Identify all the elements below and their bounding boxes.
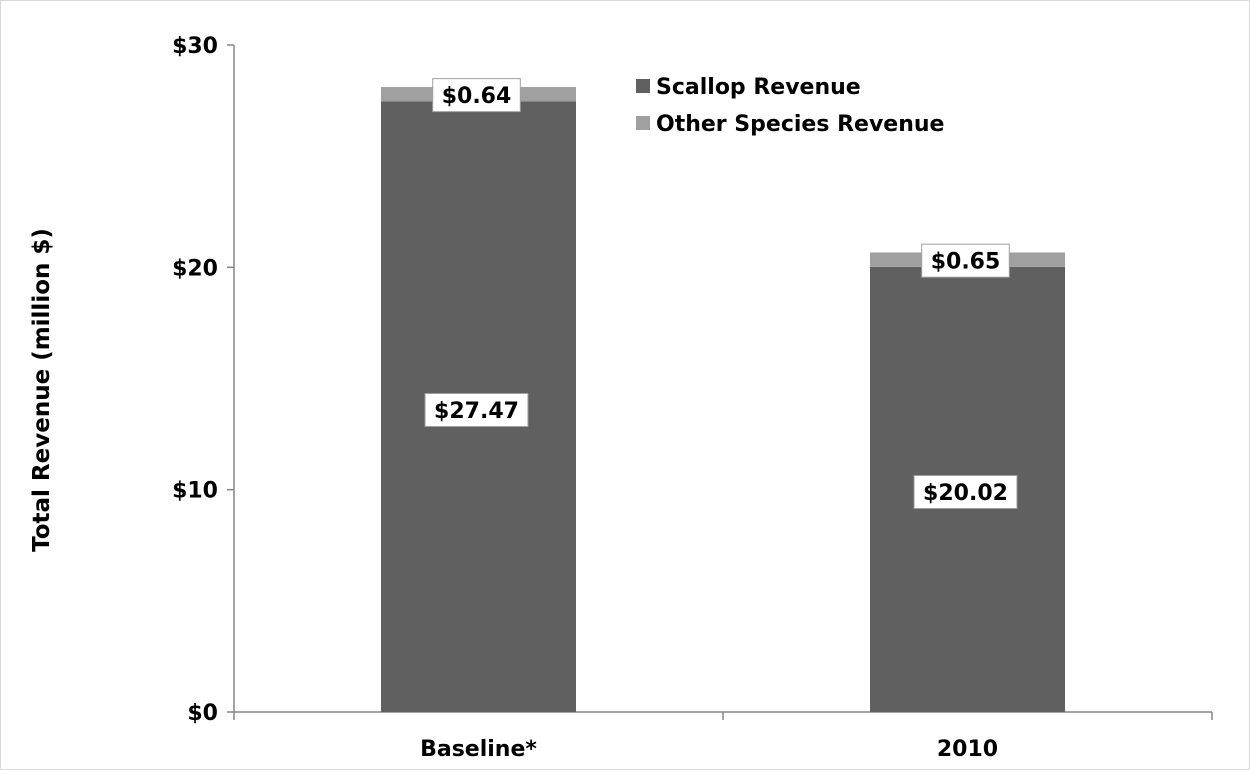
data-label-text: $27.47 [434,399,519,424]
data-label-text: $20.02 [923,481,1008,506]
data-label-text: $0.65 [931,250,1001,275]
data-label-text: $0.64 [442,84,512,109]
legend-label: Scallop Revenue [656,75,861,100]
legend: Scallop Revenue Other Species Revenue [636,75,944,137]
data-label-box [921,243,1010,278]
data-label: $20.02 [913,475,1018,509]
x-tick-label: Baseline* [420,737,537,762]
y-axis-title: Total Revenue (million $) [29,228,55,552]
legend-swatch [636,79,650,93]
data-label: $0.64 [432,78,521,113]
y-tick-label: $10 [172,479,218,504]
legend-label: Other Species Revenue [656,112,944,137]
data-label-box [424,393,529,427]
data-label-box [913,475,1018,509]
x-tick-label: 2010 [937,737,998,762]
y-tick-label: $0 [187,701,218,726]
data-label: $27.47 [424,393,529,427]
data-labels: $27.47 $0.64 $20.02 $0.65 [424,78,1018,509]
y-tick-label: $20 [172,256,218,281]
data-label: $0.65 [921,243,1010,278]
y-tick-label: $30 [172,34,218,59]
data-label-box [432,78,521,113]
legend-swatch [636,116,650,130]
